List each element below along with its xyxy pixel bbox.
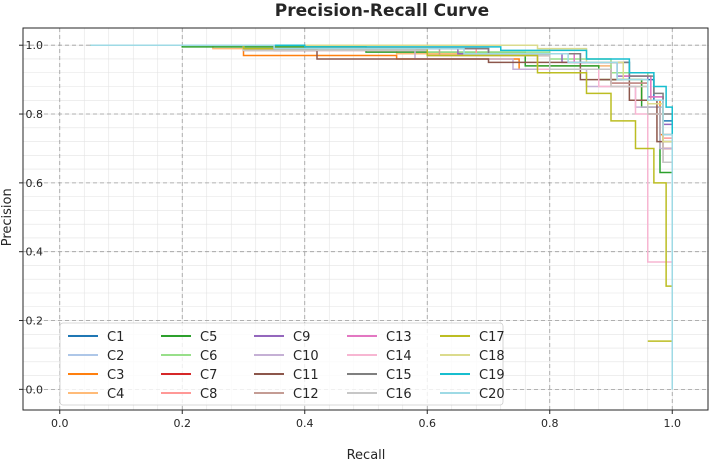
x-tick-label: 0.6 [419, 417, 437, 430]
legend-label-c6: C6 [200, 349, 217, 364]
x-tick-label: 0.4 [296, 417, 314, 430]
legend-label-c19: C19 [479, 368, 505, 383]
series-group [90, 44, 673, 390]
legend-label-c7: C7 [200, 368, 217, 383]
y-tick-label: 0.8 [26, 108, 44, 121]
legend-label-c14: C14 [386, 349, 412, 364]
legend-label-c4: C4 [107, 387, 124, 402]
y-tick-label: 0.4 [26, 246, 44, 259]
chart-title: Precision-Recall Curve [275, 1, 489, 21]
y-tick-label: 1.0 [26, 39, 44, 52]
series-line-c17 [90, 44, 673, 342]
legend-label-c12: C12 [293, 387, 319, 402]
legend-label-c15: C15 [386, 368, 412, 383]
legend-box [59, 322, 504, 406]
legend-label-c8: C8 [200, 387, 217, 402]
y-axis-label: Precision [0, 188, 15, 246]
series-line-c19 [90, 44, 673, 390]
legend-label-c18: C18 [479, 349, 505, 364]
legend-label-c9: C9 [293, 330, 310, 345]
legend: C1 C2 C3 C4 C5 C6 C7 C8 C9 C10 C11 C12 C13 C14 C15 C16 C… [59, 322, 505, 406]
y-tick-label: 0.2 [26, 315, 44, 328]
legend-label-c13: C13 [386, 330, 412, 345]
legend-label-c2: C2 [107, 349, 124, 364]
legend-label-c16: C16 [386, 387, 412, 402]
x-tick-label: 0.8 [541, 417, 559, 430]
x-axis-label: Recall [347, 448, 386, 460]
series-line-c20 [90, 44, 673, 390]
legend-label-c11: C11 [293, 368, 319, 383]
y-tick-label: 0.6 [26, 177, 44, 190]
y-tick-label: 0.0 [26, 383, 44, 396]
x-tick-label: 1.0 [664, 417, 682, 430]
x-tick-label: 0.2 [174, 417, 192, 430]
plot-frame [22, 27, 709, 411]
x-tick-label: 0.0 [51, 417, 69, 430]
legend-label-c3: C3 [107, 368, 124, 383]
legend-label-c10: C10 [293, 349, 319, 364]
axis-ticks: 0.0 0.2 0.4 0.6 0.8 1.0 0.0 0.2 0.4 0.6 0.8 1.0 [19, 39, 681, 430]
legend-label-c20: C20 [479, 387, 505, 402]
series-line-c16 [90, 44, 673, 390]
legend-label-c5: C5 [200, 330, 217, 345]
legend-label-c1: C1 [107, 330, 124, 345]
legend-label-c17: C17 [479, 330, 505, 345]
